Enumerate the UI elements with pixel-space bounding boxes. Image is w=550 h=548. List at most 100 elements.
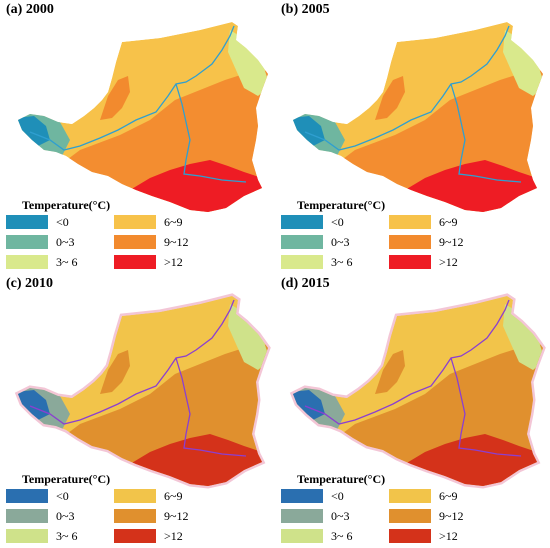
legend-swatch [114,489,156,503]
panel-2010: (c) 2010 Temperature(°C) <0 0~3 3~ 6 6~9 9~12… [0,274,275,548]
yellow-river [29,299,247,457]
zone-9-12-west [375,350,405,394]
legend-label: 0~3 [331,509,350,523]
legend-swatch [281,215,323,229]
legend-swatch [114,509,156,523]
legend-item: <0 [6,488,106,504]
panel-title: (c) 2010 [6,276,54,291]
legend-swatch [281,235,323,249]
map-2015 [289,293,546,489]
legend-swatch [6,255,48,269]
legend-swatch [389,235,431,249]
legend-label: <0 [56,215,69,229]
zone-9-12 [315,70,543,212]
legend-swatch [281,529,323,543]
legend-label: 9~12 [439,509,464,523]
zone-lt-0 [18,390,50,420]
legend-swatch [6,215,48,229]
legend-title: Temperature(°C) [297,198,386,212]
panel-title: (b) 2005 [281,2,330,17]
legend-swatch [281,255,323,269]
legend-swatch [281,489,323,503]
legend-item: 6~9 [389,214,489,230]
legend-item: 9~12 [114,508,214,524]
legend: Temperature(°C) <0 0~3 3~ 6 6~9 9~12 >12 [6,472,206,546]
legend-swatch [389,509,431,523]
legend-item: 6~9 [114,488,214,504]
yellow-river [304,25,522,183]
legend-item: <0 [281,488,381,504]
panel-title: (d) 2015 [281,276,330,291]
legend-label: >12 [439,529,458,543]
legend-label: 0~3 [331,235,350,249]
legend-item: 0~3 [281,508,381,524]
zone-9-12-west [100,76,130,120]
zone-9-12 [40,344,268,486]
panel-2005: (b) 2005 Temperature(°C) <0 0~3 3~ 6 6~9 9~12… [275,0,550,274]
legend-label: <0 [331,489,344,503]
zone-9-12-west [375,76,405,120]
legend-swatch [281,509,323,523]
legend-item: 9~12 [114,234,214,250]
legend: Temperature(°C) <0 0~3 3~ 6 6~9 9~12 >12 [281,198,481,272]
zone-9-12 [40,70,268,212]
legend-label: 9~12 [164,509,189,523]
legend-label: <0 [331,215,344,229]
legend-label: 0~3 [56,235,75,249]
legend: Temperature(°C) <0 0~3 3~ 6 6~9 9~12 >12 [281,472,481,546]
legend-swatch [114,235,156,249]
legend-item: <0 [6,214,106,230]
legend-title: Temperature(°C) [297,472,386,486]
legend-item: 0~3 [6,234,106,250]
legend-swatch [389,529,431,543]
yellow-river [29,25,247,183]
legend: Temperature(°C) <0 0~3 3~ 6 6~9 9~12 >12 [6,198,206,272]
map-2010 [14,293,271,489]
zone-lt-0 [18,116,50,146]
zone-3-6 [503,304,543,370]
legend-label: 9~12 [439,235,464,249]
legend-label: 3~ 6 [331,529,353,543]
legend-label: 9~12 [164,235,189,249]
legend-item: 9~12 [389,234,489,250]
legend-item: 3~ 6 [281,254,381,270]
legend-label: >12 [164,255,183,269]
legend-item: >12 [389,528,489,544]
map-2005 [293,22,543,212]
legend-label: 3~ 6 [331,255,353,269]
legend-label: 6~9 [164,215,183,229]
legend-label: >12 [164,529,183,543]
legend-swatch [389,489,431,503]
legend-item: 0~3 [281,234,381,250]
legend-title: Temperature(°C) [22,198,111,212]
legend-label: 3~ 6 [56,255,78,269]
legend-swatch [114,255,156,269]
legend-label: <0 [56,489,69,503]
legend-item: 3~ 6 [6,254,106,270]
legend-item: 3~ 6 [6,528,106,544]
legend-item: <0 [281,214,381,230]
legend-item: 6~9 [389,488,489,504]
zone-3-6 [503,30,543,96]
legend-item: >12 [114,528,214,544]
legend-swatch [6,235,48,249]
zone-9-12-west [100,350,130,394]
legend-swatch [6,529,48,543]
legend-label: 3~ 6 [56,529,78,543]
legend-swatch [114,529,156,543]
legend-item: >12 [389,254,489,270]
legend-label: >12 [439,255,458,269]
map-2000 [18,22,268,212]
legend-label: 6~9 [439,215,458,229]
legend-swatch [389,255,431,269]
legend-item: 6~9 [114,214,214,230]
legend-swatch [6,489,48,503]
legend-swatch [389,215,431,229]
zone-9-12 [315,344,543,486]
zone-lt-0 [293,390,325,420]
legend-swatch [114,215,156,229]
zone-lt-0 [293,116,325,146]
legend-swatch [6,509,48,523]
legend-label: 0~3 [56,509,75,523]
legend-item: 3~ 6 [281,528,381,544]
